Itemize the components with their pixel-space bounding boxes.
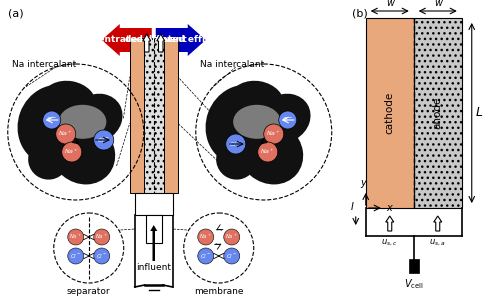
Text: anode: anode xyxy=(433,97,443,129)
Polygon shape xyxy=(156,24,206,56)
Circle shape xyxy=(198,248,214,264)
Text: x: x xyxy=(386,203,392,213)
Circle shape xyxy=(226,134,246,154)
Circle shape xyxy=(258,142,278,162)
Text: w: w xyxy=(386,0,394,8)
Text: $u_{s,a}$: $u_{s,a}$ xyxy=(430,238,446,248)
Circle shape xyxy=(94,130,114,150)
Text: $Na^+$: $Na^+$ xyxy=(70,233,82,242)
Text: $Na^+$: $Na^+$ xyxy=(200,233,212,242)
Ellipse shape xyxy=(42,81,96,122)
Text: $Cl^-$: $Cl^-$ xyxy=(70,252,81,260)
Circle shape xyxy=(94,248,110,264)
Text: cathode: cathode xyxy=(385,92,395,134)
Text: (a): (a) xyxy=(8,8,24,18)
FancyArrow shape xyxy=(143,34,151,52)
Text: separator: separator xyxy=(67,287,110,296)
Text: $Na^+$: $Na^+$ xyxy=(58,130,73,139)
Bar xyxy=(164,38,178,193)
Circle shape xyxy=(224,229,240,245)
Ellipse shape xyxy=(230,81,284,122)
Ellipse shape xyxy=(50,120,115,184)
Text: influent: influent xyxy=(136,263,171,272)
Text: $Cl^-$: $Cl^-$ xyxy=(98,136,110,144)
Circle shape xyxy=(68,248,84,264)
Text: $Cl^-$: $Cl^-$ xyxy=(230,140,242,148)
Ellipse shape xyxy=(233,105,281,139)
Bar xyxy=(144,38,164,193)
Ellipse shape xyxy=(238,120,303,184)
Polygon shape xyxy=(102,24,152,56)
Text: $Cl^-$: $Cl^-$ xyxy=(96,252,107,260)
Text: $u_{s,c}$: $u_{s,c}$ xyxy=(382,238,398,248)
Text: I: I xyxy=(350,202,353,212)
Circle shape xyxy=(56,124,76,144)
Text: $e^-$: $e^-$ xyxy=(282,115,294,124)
Text: $Na^+$: $Na^+$ xyxy=(64,147,79,157)
Circle shape xyxy=(62,142,82,162)
Ellipse shape xyxy=(216,139,257,180)
Text: $Cl^-$: $Cl^-$ xyxy=(200,252,211,260)
Bar xyxy=(366,18,414,208)
Circle shape xyxy=(279,111,297,129)
FancyArrow shape xyxy=(434,216,442,231)
Ellipse shape xyxy=(70,94,122,143)
Circle shape xyxy=(196,64,332,200)
Ellipse shape xyxy=(206,85,281,166)
Circle shape xyxy=(68,229,84,245)
Text: Na intercalant: Na intercalant xyxy=(200,60,264,69)
Text: $Na^+$: $Na^+$ xyxy=(96,233,108,242)
Text: $Cl^-$: $Cl^-$ xyxy=(226,252,237,260)
FancyArrow shape xyxy=(150,225,157,261)
Text: concentrated effluent: concentrated effluent xyxy=(75,36,186,44)
Ellipse shape xyxy=(258,94,310,143)
Circle shape xyxy=(224,248,240,264)
Text: w: w xyxy=(434,0,442,8)
Text: $Na^+$: $Na^+$ xyxy=(266,130,281,139)
Text: $Na^+$: $Na^+$ xyxy=(226,233,238,242)
Circle shape xyxy=(184,213,254,283)
Circle shape xyxy=(43,111,61,129)
Circle shape xyxy=(94,229,110,245)
Ellipse shape xyxy=(59,105,106,139)
Ellipse shape xyxy=(18,85,93,166)
Text: $Na^+$: $Na^+$ xyxy=(260,147,275,157)
Ellipse shape xyxy=(28,139,69,180)
Text: L: L xyxy=(476,107,483,120)
Text: $V_\mathrm{cell}$: $V_\mathrm{cell}$ xyxy=(404,277,423,291)
Text: y: y xyxy=(360,178,366,188)
Text: (b): (b) xyxy=(352,8,368,18)
Bar xyxy=(135,193,173,215)
FancyArrow shape xyxy=(157,34,165,52)
Bar xyxy=(146,215,162,243)
Circle shape xyxy=(54,213,124,283)
Bar xyxy=(409,259,419,273)
Circle shape xyxy=(198,229,214,245)
Circle shape xyxy=(264,124,284,144)
Bar xyxy=(414,18,462,208)
Text: membrane: membrane xyxy=(194,287,244,296)
Text: $e^-$: $e^-$ xyxy=(46,115,58,124)
Circle shape xyxy=(8,64,144,200)
Text: Na intercalant: Na intercalant xyxy=(12,60,76,69)
FancyArrow shape xyxy=(386,216,394,231)
Text: desalinated effluent: desalinated effluent xyxy=(125,36,228,44)
Bar xyxy=(130,38,144,193)
